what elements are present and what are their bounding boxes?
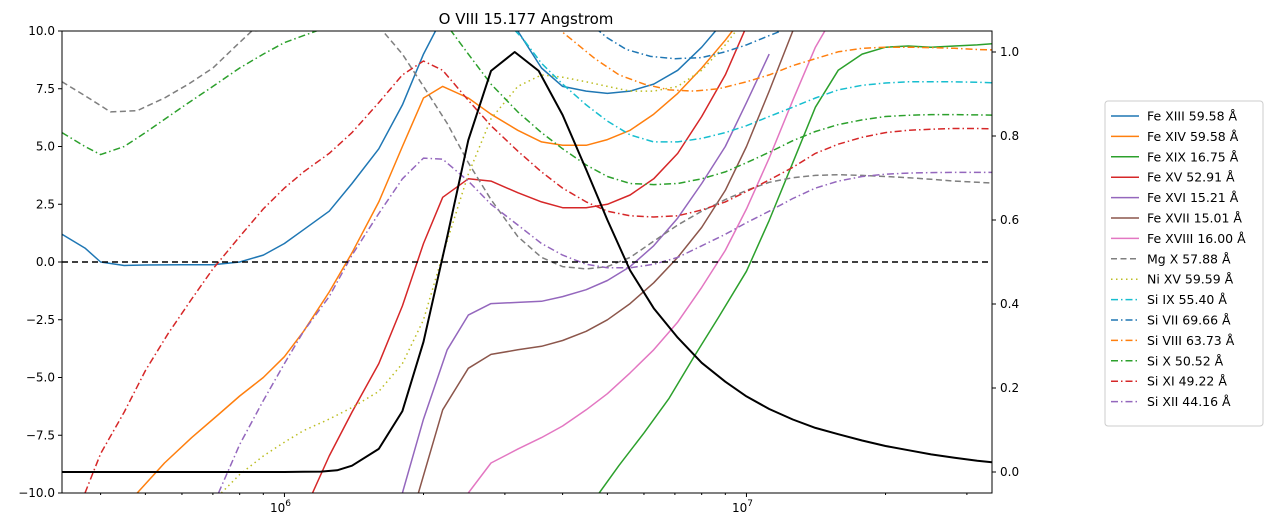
legend-label-12: Si X 50.52 Å: [1147, 353, 1224, 368]
series-line-6: [467, 31, 826, 493]
legend-label-2: Fe XIX 16.75 Å: [1147, 149, 1239, 164]
right-tick-label: 0.8: [1000, 129, 1019, 143]
right-tick-label: 0.6: [1000, 213, 1019, 227]
series-line-14: [217, 157, 992, 493]
legend-label-7: Mg X 57.88 Å: [1147, 251, 1231, 266]
series-layer: [62, 31, 992, 493]
right-tick-label: 0.2: [1000, 381, 1019, 395]
legend-label-13: Si XI 49.22 Å: [1147, 374, 1227, 389]
x-tick-label: 106: [270, 499, 291, 515]
x-axis: 106 107: [100, 493, 968, 515]
series-line-3: [311, 31, 746, 493]
legend-label-1: Fe XIV 59.58 Å: [1147, 129, 1239, 144]
series-line-4: [401, 53, 770, 493]
left-tick-label: −2.5: [26, 313, 55, 327]
legend-box: [1104, 100, 1264, 427]
series-line-9: [514, 31, 992, 143]
legend-label-3: Fe XV 52.91 Å: [1147, 170, 1235, 185]
legend: Fe XIII 59.58 Å Fe XIV 59.58 Å Fe XIX 16.7…: [1104, 100, 1264, 427]
legend-label-11: Si VIII 63.73 Å: [1147, 333, 1235, 348]
series-line-1: [136, 31, 734, 493]
series-line-5: [417, 31, 794, 493]
series-line-13: [84, 60, 992, 493]
legend-label-9: Si IX 55.40 Å: [1147, 292, 1227, 307]
left-tick-label: −5.0: [26, 371, 55, 385]
left-tick-label: 0.0: [36, 255, 55, 269]
left-tick-label: 5.0: [36, 140, 55, 154]
left-tick-label: 10.0: [28, 24, 55, 38]
left-axis: −10.0 −7.5 −5.0 −2.5 0.0 2.5 5.0 7.5 10.0: [18, 24, 62, 500]
left-tick-label: 2.5: [36, 197, 55, 211]
series-line-0: [62, 31, 717, 267]
chart-title: O VIII 15.177 Angstrom: [439, 10, 614, 28]
right-tick-label: 0.0: [1000, 465, 1019, 479]
series-line-11: [559, 31, 992, 92]
left-tick-label: −10.0: [18, 486, 55, 500]
left-tick-label: −7.5: [26, 428, 55, 442]
legend-label-0: Fe XIII 59.58 Å: [1147, 109, 1238, 124]
series-line-15: [62, 51, 992, 473]
right-tick-label: 1.0: [1000, 45, 1019, 59]
series-line-2: [598, 42, 992, 493]
legend-label-10: Si VII 69.66 Å: [1147, 313, 1231, 328]
series-line-10: [597, 31, 784, 60]
right-axis: 0.0 0.2 0.4 0.6 0.8 1.0: [992, 45, 1019, 479]
right-tick-label: 0.4: [1000, 297, 1019, 311]
legend-label-5: Fe XVII 15.01 Å: [1147, 211, 1242, 226]
series-line-12: [62, 31, 992, 186]
x-tick-label: 107: [732, 499, 753, 515]
left-tick-label: 7.5: [36, 82, 55, 96]
legend-label-14: Si XII 44.16 Å: [1147, 394, 1231, 409]
legend-label-4: Fe XVI 15.21 Å: [1147, 190, 1239, 205]
series-line-8: [220, 31, 737, 493]
legend-label-6: Fe XVIII 16.00 Å: [1147, 231, 1246, 246]
legend-label-8: Ni XV 59.59 Å: [1147, 272, 1234, 287]
series-line-7: [62, 31, 992, 270]
